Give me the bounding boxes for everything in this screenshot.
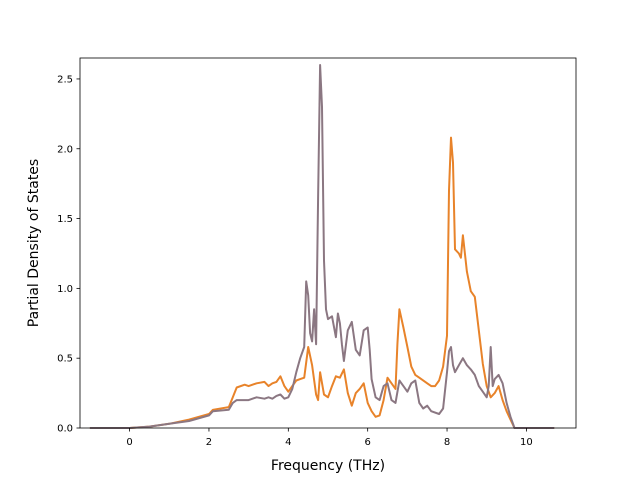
- y-tick-label: 2.0: [57, 144, 73, 155]
- y-axis-ticks: 0.0 0.5 1.0 1.5 2.0 2.5: [57, 74, 80, 435]
- x-axis-ticks: 0 2 4 6 8 10: [126, 428, 533, 448]
- y-axis-label: Partial Density of States: [26, 159, 42, 327]
- series-line-2: [89, 64, 555, 429]
- y-tick-label: 0.5: [57, 354, 73, 365]
- x-tick-label: 6: [364, 437, 370, 448]
- y-tick-label: 1.5: [57, 214, 73, 225]
- x-tick-label: 2: [206, 437, 212, 448]
- series-layer: [89, 64, 555, 429]
- y-tick-label: 2.5: [57, 74, 73, 85]
- x-tick-label: 8: [444, 437, 450, 448]
- x-tick-label: 0: [126, 437, 132, 448]
- y-tick-label: 1.0: [57, 284, 73, 295]
- x-axis-label: Frequency (THz): [271, 458, 385, 474]
- x-tick-label: 10: [520, 437, 533, 448]
- x-tick-label: 4: [285, 437, 291, 448]
- plot-frame: [79, 57, 577, 429]
- y-tick-label: 0.0: [57, 424, 73, 435]
- series-line-1: [89, 136, 555, 429]
